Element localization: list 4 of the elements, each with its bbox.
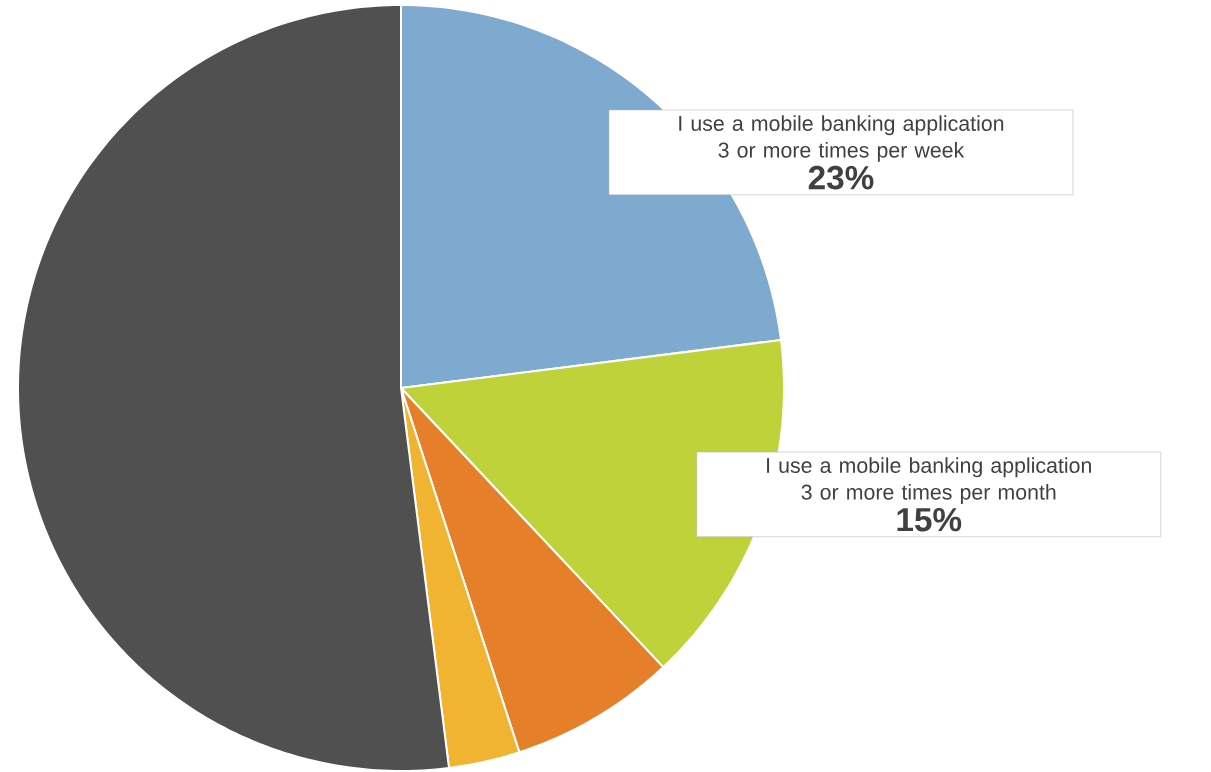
- data-label: 15%: [897, 507, 962, 532]
- slice-label: I use a mobile banking application 3 or more times per week: [679, 115, 1004, 162]
- data-label: 23%: [808, 165, 874, 190]
- slice-label: I use a mobile banking application 3 or more times per month: [767, 457, 1091, 504]
